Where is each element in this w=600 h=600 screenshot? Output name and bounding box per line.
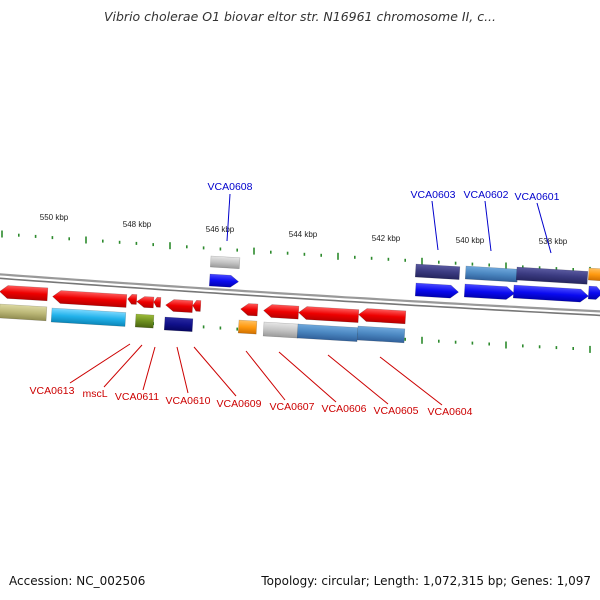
forward-gene-arrow[interactable] [512,284,589,303]
forward-gene-arrow[interactable] [414,282,459,299]
reverse-gene-arrow[interactable] [192,299,202,312]
forward-gene-label[interactable]: VCA0601 [515,191,560,203]
reverse-gene-label[interactable]: VCA0609 [217,398,262,410]
reverse-gene-label[interactable]: mscL [82,388,107,400]
reverse-annotation-box[interactable] [163,316,194,332]
backbone-inner-line [0,277,600,317]
reverse-gene-arrow[interactable] [240,303,259,317]
map-title: Vibrio cholerae O1 biovar eltor str. N16… [103,9,497,24]
forward-leader-line [226,193,231,242]
ruler-label: 544 kbp [289,230,318,239]
forward-annotation-box[interactable] [588,267,600,282]
reverse-gene-arrow[interactable] [165,299,194,313]
accession-text: Accession: NC_002506 [9,574,146,588]
forward-leader-line [431,200,439,251]
reverse-annotation-box[interactable] [0,303,48,322]
reverse-gene-arrow[interactable] [263,304,300,320]
ruler-label: 548 kbp [123,220,152,229]
reverse-gene-label[interactable]: VCA0606 [322,403,367,415]
reverse-leader-line [245,350,286,401]
reverse-annotation-box[interactable] [50,307,127,327]
forward-annotation-box[interactable] [414,263,461,280]
forward-annotation-box[interactable] [515,266,589,285]
reverse-gene-arrow[interactable] [298,306,360,323]
reverse-leader-line [176,346,189,394]
forward-annotation-box[interactable] [210,255,241,270]
forward-leader-line [484,200,492,252]
reverse-gene-label[interactable]: VCA0613 [30,385,75,397]
reverse-leader-line [327,354,389,405]
reverse-gene-label[interactable]: VCA0610 [166,395,211,407]
reverse-gene-arrow[interactable] [127,293,138,305]
reverse-leader-line [278,351,337,403]
reverse-gene-arrow[interactable] [358,308,407,325]
reverse-gene-label[interactable]: VCA0605 [374,405,419,417]
backbone-outer-line [0,273,600,313]
reverse-leader-line [69,343,131,384]
ruler-label: 540 kbp [456,236,485,245]
forward-annotation-box[interactable] [464,265,519,283]
reverse-annotation-box[interactable] [296,323,359,342]
reverse-gene-arrow[interactable] [136,296,155,309]
reverse-leader-line [103,344,143,388]
forward-gene-arrow[interactable] [463,283,515,300]
reverse-gene-arrow[interactable] [52,290,128,308]
reverse-annotation-box[interactable] [134,313,155,329]
forward-gene-label[interactable]: VCA0608 [208,181,253,193]
ruler-label: 546 kbp [206,225,235,234]
reverse-gene-label[interactable]: VCA0607 [270,401,315,413]
forward-gene-label[interactable]: VCA0603 [411,189,456,201]
reverse-gene-arrow[interactable] [0,285,49,302]
reverse-leader-line [193,346,237,397]
topology-summary: Topology: circular; Length: 1,072,315 bp… [261,574,591,588]
ruler-label: 542 kbp [372,234,401,243]
reverse-gene-label[interactable]: VCA0604 [428,406,473,418]
forward-gene-label[interactable]: VCA0602 [464,189,509,201]
forward-gene-arrow[interactable] [209,273,239,288]
ruler-label: 550 kbp [40,213,69,222]
forward-gene-arrow[interactable] [587,285,600,300]
reverse-leader-line [379,356,443,406]
forward-leader-line [536,202,552,254]
reverse-leader-line [142,346,156,391]
reverse-annotation-box[interactable] [356,325,406,344]
ruler-label: 538 kbp [539,237,568,246]
reverse-gene-label[interactable]: VCA0611 [115,391,159,403]
reverse-gene-arrow[interactable] [153,296,162,308]
reverse-annotation-box[interactable] [237,319,258,335]
reverse-annotation-box[interactable] [262,321,300,339]
